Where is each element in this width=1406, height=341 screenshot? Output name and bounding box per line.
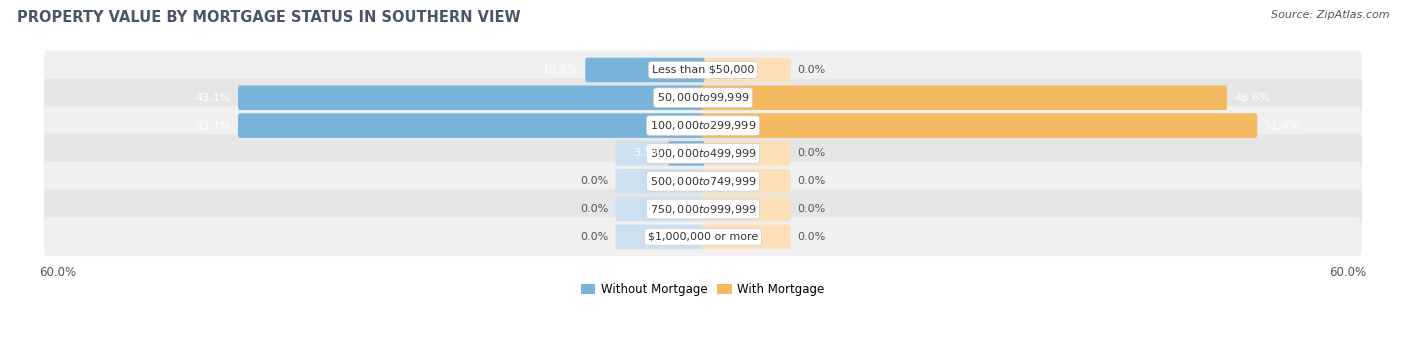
Text: $750,000 to $999,999: $750,000 to $999,999 [650,203,756,216]
FancyBboxPatch shape [585,58,704,82]
Text: 51.4%: 51.4% [1264,121,1299,131]
Text: 0.0%: 0.0% [797,176,825,186]
FancyBboxPatch shape [616,225,704,249]
FancyBboxPatch shape [668,141,704,166]
FancyBboxPatch shape [238,86,704,110]
Text: 0.0%: 0.0% [797,204,825,214]
FancyBboxPatch shape [44,162,1362,201]
FancyBboxPatch shape [238,86,704,110]
Text: $100,000 to $299,999: $100,000 to $299,999 [650,119,756,132]
Text: 0.0%: 0.0% [581,232,609,242]
FancyBboxPatch shape [238,113,704,138]
Text: 0.0%: 0.0% [797,148,825,159]
FancyBboxPatch shape [585,58,704,82]
FancyBboxPatch shape [238,113,704,138]
Text: 43.1%: 43.1% [195,93,231,103]
FancyBboxPatch shape [702,141,790,166]
FancyBboxPatch shape [702,58,790,82]
Legend: Without Mortgage, With Mortgage: Without Mortgage, With Mortgage [576,279,830,301]
FancyBboxPatch shape [702,113,1257,138]
FancyBboxPatch shape [702,169,790,193]
FancyBboxPatch shape [702,113,1257,138]
Text: $300,000 to $499,999: $300,000 to $499,999 [650,147,756,160]
FancyBboxPatch shape [702,86,1227,110]
FancyBboxPatch shape [44,106,1362,145]
FancyBboxPatch shape [702,197,790,221]
FancyBboxPatch shape [44,50,1362,89]
FancyBboxPatch shape [616,141,704,166]
Text: 0.0%: 0.0% [581,204,609,214]
Text: PROPERTY VALUE BY MORTGAGE STATUS IN SOUTHERN VIEW: PROPERTY VALUE BY MORTGAGE STATUS IN SOU… [17,10,520,25]
FancyBboxPatch shape [44,217,1362,256]
FancyBboxPatch shape [616,169,704,193]
Text: $500,000 to $749,999: $500,000 to $749,999 [650,175,756,188]
FancyBboxPatch shape [44,78,1362,117]
FancyBboxPatch shape [44,134,1362,173]
FancyBboxPatch shape [616,197,704,221]
Text: 0.0%: 0.0% [797,65,825,75]
Text: Source: ZipAtlas.com: Source: ZipAtlas.com [1271,10,1389,20]
Text: 0.0%: 0.0% [581,176,609,186]
Text: $50,000 to $99,999: $50,000 to $99,999 [657,91,749,104]
Text: 0.0%: 0.0% [797,232,825,242]
Text: 3.1%: 3.1% [633,148,661,159]
FancyBboxPatch shape [702,86,1227,110]
Text: 48.6%: 48.6% [1234,93,1270,103]
FancyBboxPatch shape [44,190,1362,228]
Text: $1,000,000 or more: $1,000,000 or more [648,232,758,242]
Text: 10.8%: 10.8% [543,65,578,75]
FancyBboxPatch shape [702,225,790,249]
Text: 43.1%: 43.1% [195,121,231,131]
Text: Less than $50,000: Less than $50,000 [652,65,754,75]
